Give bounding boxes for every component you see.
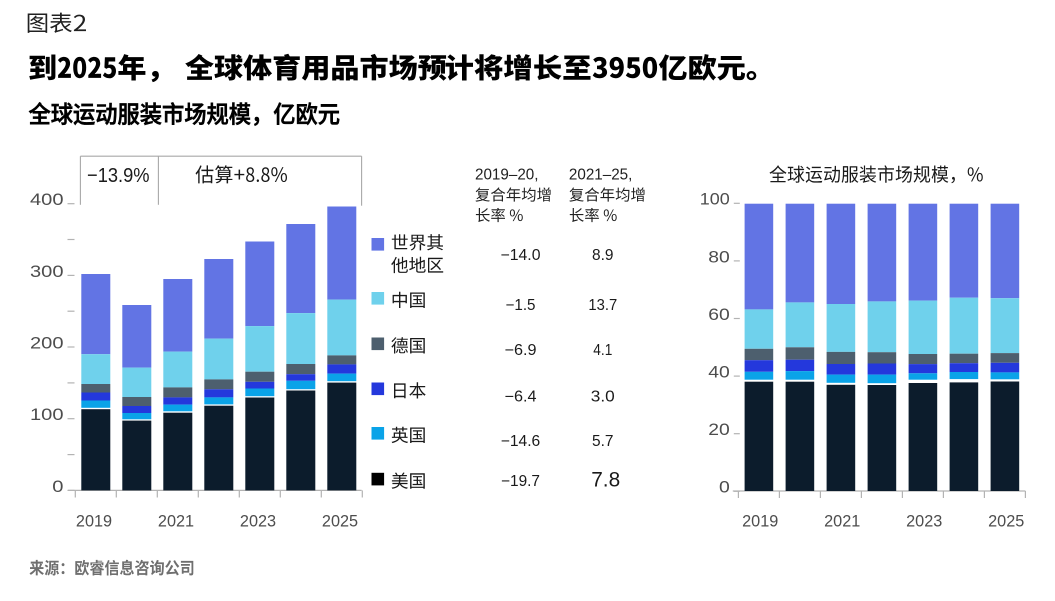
- svg-text:2021: 2021: [824, 512, 860, 530]
- svg-text:−1.5: −1.5: [506, 297, 536, 314]
- svg-text:2019–20,: 2019–20,: [475, 167, 539, 184]
- svg-text:80: 80: [708, 248, 730, 266]
- svg-text:2023: 2023: [240, 512, 276, 530]
- svg-text:2019: 2019: [76, 512, 112, 530]
- svg-text:−13.9%: −13.9%: [87, 164, 150, 187]
- svg-text:100: 100: [700, 191, 730, 209]
- svg-text:60: 60: [708, 306, 730, 324]
- svg-text:2019: 2019: [742, 512, 778, 530]
- svg-text:−6.4: −6.4: [505, 388, 537, 405]
- svg-text:4.1: 4.1: [593, 342, 612, 359]
- svg-text:−14.6: −14.6: [501, 433, 541, 450]
- svg-text:200: 200: [30, 334, 64, 352]
- svg-text:2023: 2023: [906, 512, 942, 530]
- svg-text:−19.7: −19.7: [501, 473, 540, 490]
- svg-text:5.7: 5.7: [592, 433, 614, 450]
- svg-text:2021–25,: 2021–25,: [569, 167, 633, 184]
- svg-text:400: 400: [30, 191, 64, 209]
- svg-text:0: 0: [719, 479, 730, 497]
- svg-text:13.7: 13.7: [588, 297, 617, 314]
- svg-text:40: 40: [708, 363, 730, 381]
- svg-text:2021: 2021: [158, 512, 194, 530]
- svg-text:7.8: 7.8: [591, 467, 620, 491]
- svg-text:2025: 2025: [988, 512, 1024, 530]
- svg-text:−14.0: −14.0: [501, 247, 541, 264]
- svg-text:100: 100: [30, 406, 64, 424]
- svg-text:0: 0: [52, 478, 63, 496]
- svg-text:3.0: 3.0: [591, 388, 615, 405]
- svg-text:8.9: 8.9: [592, 247, 614, 264]
- svg-text:20: 20: [708, 421, 730, 439]
- svg-text:300: 300: [30, 263, 64, 281]
- svg-text:−6.9: −6.9: [505, 342, 537, 359]
- svg-text:2025: 2025: [322, 512, 358, 530]
